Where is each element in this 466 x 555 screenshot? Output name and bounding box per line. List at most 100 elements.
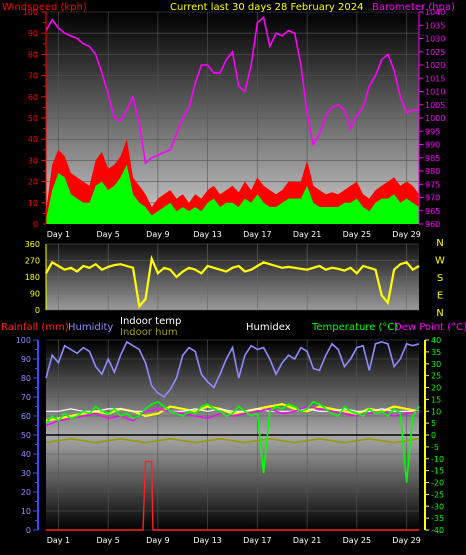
direction-tick-label: 270 xyxy=(25,257,40,266)
direction-tick-label: 360 xyxy=(25,240,40,249)
windspeed-tick-label: 0 xyxy=(33,220,38,229)
windspeed-tick-label: 60 xyxy=(28,93,38,102)
direction-tick-label: 90 xyxy=(30,290,40,299)
day-label: Day 5 xyxy=(96,536,119,545)
windspeed-tick-label: 30 xyxy=(28,156,38,165)
barometer-tick-label: 985 xyxy=(425,154,440,163)
temperature-ticks: -40 -35 -30 -25 -20 -15 -10 -5 0 5 10 15 20 25 30 35 40 xyxy=(425,336,444,535)
windspeed-axis-label: Windspeed (kph) xyxy=(2,2,87,13)
wind-areas xyxy=(46,139,419,224)
humidity-tick-label: 50 xyxy=(21,431,31,440)
day-label: Day 9 xyxy=(146,536,169,545)
windspeed-ticks: 10 20 30 40 50 60 70 80 90 100 0 xyxy=(23,8,46,229)
humidity-tick-label: 80 xyxy=(21,374,31,383)
windspeed-tick-label: 50 xyxy=(28,114,38,123)
temperature-tick-label: 35 xyxy=(431,348,441,357)
humidity-tick-label: 90 xyxy=(21,355,31,364)
gridlines xyxy=(46,339,419,531)
humidity-rain-ticks: 0 10 20 30 40 50 60 70 80 90 100 xyxy=(16,336,38,535)
temperature-tick-label: 15 xyxy=(431,395,441,404)
barometer-tick-label: 1040 xyxy=(425,8,445,17)
average-windspeed-area xyxy=(46,164,419,224)
temperature-tick-label: 0 xyxy=(431,431,436,440)
indoor-temp-label: Indoor temp xyxy=(120,316,181,327)
compass-label: E xyxy=(437,291,443,302)
gridlines xyxy=(46,11,419,224)
temperature-tick-label: -10 xyxy=(431,455,444,464)
series-line-humidity xyxy=(45,340,420,399)
barometer-tick-label: 1025 xyxy=(425,48,445,57)
day-label: Day 1 xyxy=(47,230,70,239)
humidex-label: Humidex xyxy=(246,322,291,333)
barometer-ticks: 960 965 970 975 980 985 990 995 1000 1005 1010 1015… xyxy=(419,8,445,229)
series-line-temperature-c xyxy=(45,400,420,483)
compass-label: W xyxy=(435,256,445,267)
day-label: Day 25 xyxy=(343,230,372,239)
series-line-rainfall-mm xyxy=(46,460,419,531)
humidity-tick-label: 0 xyxy=(26,526,31,535)
temperature-tick-label: -15 xyxy=(431,467,444,476)
temperature-tick-label: 5 xyxy=(431,419,436,428)
temperature-tick-label: 25 xyxy=(431,372,441,381)
barometer-tick-label: 1015 xyxy=(425,74,445,83)
day-labels: Day 1 Day 5 Day 9 Day 13 Day 17 Day 21 Day 25 D… xyxy=(47,230,421,239)
barometer-tick-label: 1005 xyxy=(425,101,445,110)
day-label: Day 5 xyxy=(96,230,119,239)
wind-direction-series-line xyxy=(45,254,420,309)
series-line-indoor-temp xyxy=(46,408,419,412)
barometer-tick-label: 1035 xyxy=(425,21,445,30)
temperature-tick-label: -40 xyxy=(431,526,444,535)
series-line-indoor-hum xyxy=(45,437,420,444)
day-label: Day 13 xyxy=(193,536,222,545)
compass-label: N xyxy=(436,238,443,249)
windspeed-tick-label: 20 xyxy=(28,178,38,187)
barometer-tick-label: 1020 xyxy=(425,61,445,70)
direction-line xyxy=(45,254,420,309)
barometer-tick-label: 980 xyxy=(425,167,440,176)
day-label: Day 1 xyxy=(47,536,70,545)
direction-ticks: 0 90 180 270 360 xyxy=(25,240,40,315)
series-line-dew-point-c xyxy=(45,405,420,427)
windspeed-tick-label: 10 xyxy=(28,199,38,208)
day-label: Day 13 xyxy=(193,230,222,239)
temperature-tick-label: 20 xyxy=(431,384,441,393)
temperature-tick-label: -20 xyxy=(431,479,444,488)
temperature-axis-label: Temperature (°C) xyxy=(311,322,398,333)
windspeed-tick-label: 40 xyxy=(28,135,38,144)
humidity-tick-label: 20 xyxy=(21,488,31,497)
barometer-tick-label: 1010 xyxy=(425,88,445,97)
day-label: Day 17 xyxy=(243,536,272,545)
indoor-hum-label: Indoor hum xyxy=(120,327,178,338)
temperature-tick-label: -5 xyxy=(431,443,439,452)
humidity-tick-label: 40 xyxy=(21,450,31,459)
barometer-tick-label: 960 xyxy=(425,220,440,229)
day-label: Day 9 xyxy=(146,230,169,239)
day-label: Day 21 xyxy=(293,536,322,545)
barometer-series-line xyxy=(45,15,419,165)
windspeed-tick-label: 70 xyxy=(28,72,38,81)
barometer-tick-label: 995 xyxy=(425,127,440,136)
temperature-tick-label: 40 xyxy=(431,336,441,345)
barometer-tick-label: 975 xyxy=(425,180,440,189)
day-labels: Day 1 Day 5 Day 9 Day 13 Day 17 Day 21 Day 25 D… xyxy=(47,536,421,545)
temperature-tick-label: 30 xyxy=(431,360,441,369)
humidity-tick-label: 10 xyxy=(21,507,31,516)
temperature-tick-label: -35 xyxy=(431,514,444,523)
windspeed-tick-label: 80 xyxy=(28,50,38,59)
rainfall-axis-label: Rainfall (mm) xyxy=(1,322,69,333)
humidity-tick-label: 100 xyxy=(16,336,31,345)
temperature-tick-label: 10 xyxy=(431,407,441,416)
temperature-tick-label: -30 xyxy=(431,502,444,511)
barometer-line xyxy=(45,15,419,165)
humidity-tick-label: 60 xyxy=(21,412,31,421)
humidity-label: Humidity xyxy=(68,322,113,333)
barometer-tick-label: 1000 xyxy=(425,114,445,123)
humidity-tick-label: 70 xyxy=(21,393,31,402)
series-lines xyxy=(45,340,420,531)
dewpoint-axis-label: Dew Point (°C) xyxy=(394,322,466,333)
temperature-tick-label: -25 xyxy=(431,490,444,499)
